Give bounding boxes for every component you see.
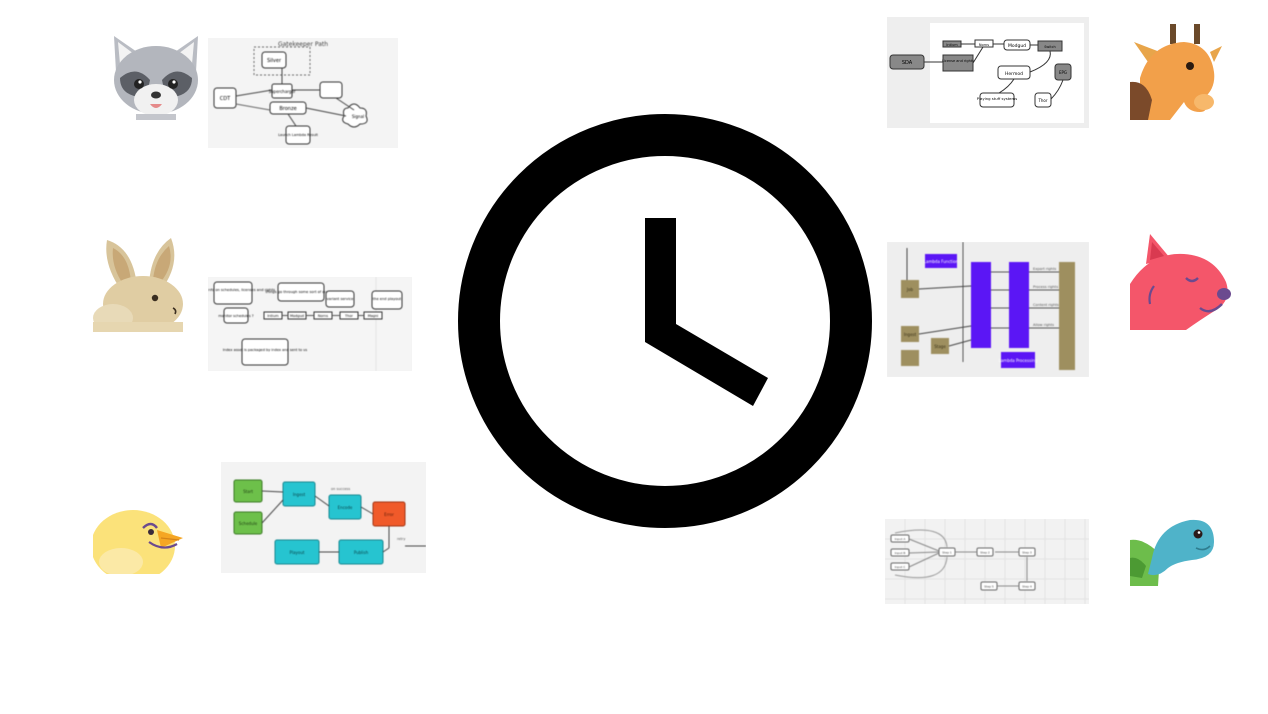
thumb1-top-label: Silver xyxy=(267,58,282,64)
rabbit-icon xyxy=(93,234,183,332)
diagram-thumbnail-3: Start Schedule Ingest Encode Error Playo… xyxy=(221,462,426,573)
thumb6-input-box xyxy=(890,534,910,543)
thumb1-footer-label: Launch Lambda Result xyxy=(278,133,318,137)
thumb6-step-label: Step 3 xyxy=(1022,551,1032,555)
thumb5-l1: Job xyxy=(906,287,914,292)
diagram-thumbnail-5: Lambda Function Lambda Processing Job In… xyxy=(887,242,1089,377)
thumb6-input-label: Input A xyxy=(895,537,907,541)
thumb4-n7: Hermod xyxy=(1005,71,1023,77)
thumb3-cyan2: Encode xyxy=(338,505,353,510)
thumb1-bottom-label: Bronze xyxy=(279,106,296,112)
clock-icon xyxy=(458,114,872,528)
thumb2-bubble1: we need info on schedules, licenses and … xyxy=(208,288,275,292)
thumb2-bubble2: things go through some sort of queue ? xyxy=(265,290,336,294)
thumb6-step-label: Step 5 xyxy=(984,585,994,589)
thumb2-bottom: Index asset is packaged by index and sen… xyxy=(223,348,308,352)
turtle-icon xyxy=(1130,518,1216,586)
thumb4-n1: SDA xyxy=(902,60,913,66)
thumb5-l2: Ingest xyxy=(904,332,917,337)
diagram-thumbnail-6: Input A Input B Input C Step 1 Step 2 Step 3… xyxy=(885,519,1089,604)
thumb2-row-label: Norns xyxy=(318,314,328,318)
thumb2-row-label: Thor xyxy=(344,314,353,318)
thumb6-input-label: Input B xyxy=(895,551,906,555)
thumb4-n6: Switch xyxy=(1044,45,1056,49)
thumb3-note2: retry xyxy=(397,537,405,541)
thumb3-cyan3: Playout xyxy=(290,550,305,555)
thumb5-t2: Lambda Processing xyxy=(999,358,1038,363)
thumb1-right-label: Signal xyxy=(352,114,364,119)
thumb4-n5: Modgud xyxy=(1008,43,1026,49)
thumb1-mid-label: Supercharger xyxy=(268,89,295,94)
thumb4-n3: Norns xyxy=(979,43,989,47)
thumb1-title: Gatekeeper Path xyxy=(278,41,328,48)
diagram-thumbnail-4: SDA Intium Norns License and rights Modg… xyxy=(887,17,1089,128)
thumb4-n9: EPG xyxy=(1059,70,1067,75)
thumb3-green1: Start xyxy=(243,489,253,494)
raccoon-icon xyxy=(106,32,206,120)
thumb1-left-label: CDT xyxy=(220,96,231,102)
thumb4-n10: Thor xyxy=(1037,98,1047,103)
diagram-thumbnail-1: Gatekeeper Path Silver CDT Supercharger … xyxy=(208,38,398,148)
thumb2-bubble4: the end playout xyxy=(373,297,402,301)
thumb5-lane-label: Content rights xyxy=(1033,303,1059,307)
thumb5-lane-label: Export rights xyxy=(1033,267,1056,271)
thumb5-lane-label: Allow rights xyxy=(1033,323,1054,327)
thumb6-input-label: Input C xyxy=(895,565,906,569)
pig-icon xyxy=(1130,234,1232,330)
diagram-thumbnail-2: we need info on schedules, licenses and … xyxy=(208,277,412,371)
thumb5-t1: Lambda Function xyxy=(924,259,959,264)
thumb2-bubble3: variant service xyxy=(327,297,354,301)
thumb3-cyan4: Publish xyxy=(354,550,369,555)
thumb3-cyan1: Ingest xyxy=(293,492,306,497)
thumb5-l3: Stage xyxy=(934,344,946,349)
thumb3-red1: Error xyxy=(384,512,394,517)
giraffe-icon xyxy=(1130,22,1222,120)
thumb6-step-label: Step 4 xyxy=(1022,585,1032,589)
thumb3-green2: Schedule xyxy=(239,521,258,526)
thumb5-lane-label: Process rights xyxy=(1033,285,1058,289)
thumb4-n8: Playing stuff systems xyxy=(977,96,1017,101)
thumb2-bubble5: monitor schedules ? xyxy=(218,314,253,318)
thumb4-n4: License and rights xyxy=(942,59,974,63)
thumb2-row-label: Magni xyxy=(368,314,379,318)
thumb4-n2: Intium xyxy=(946,43,958,47)
thumb6-step-label: Step 1 xyxy=(942,551,952,555)
thumb2-row-label: Modgud xyxy=(290,314,304,318)
thumb6-step-label: Step 2 xyxy=(980,551,990,555)
thumb3-note1: on success xyxy=(331,487,350,491)
thumb2-row-label: Intium xyxy=(267,314,279,318)
chick-icon xyxy=(93,502,185,574)
